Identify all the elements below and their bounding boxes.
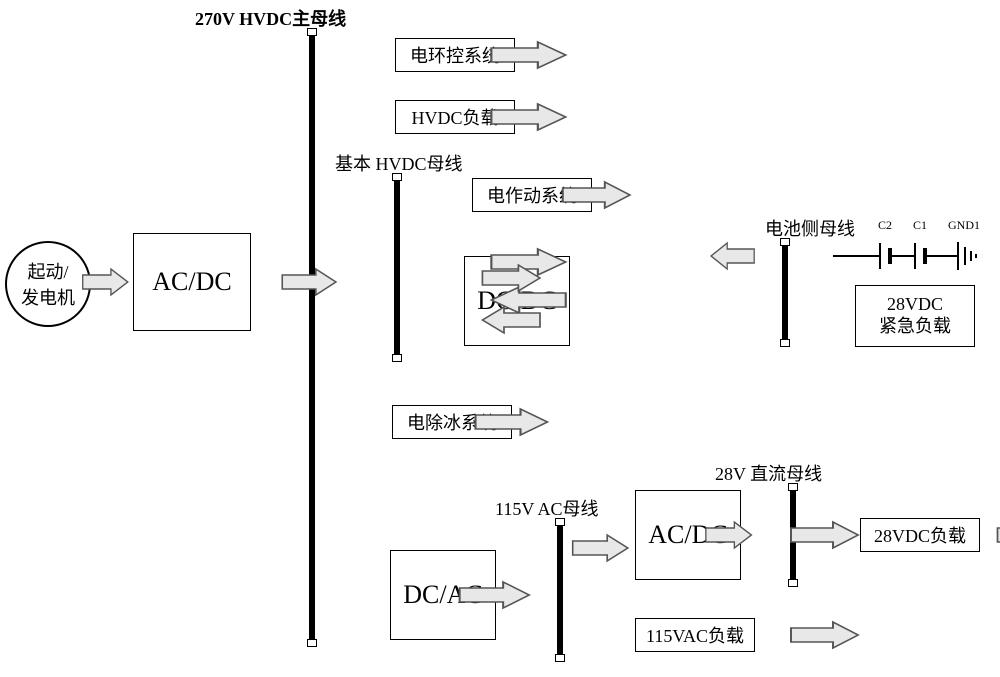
bus28-label: 28V 直流母线 bbox=[715, 460, 822, 486]
hvdcload-label: HVDC负载 bbox=[411, 104, 498, 130]
generator-node: 起动/ 发电机 bbox=[5, 241, 91, 327]
emerg-box: 28VDC 紧急负载 bbox=[855, 285, 975, 347]
eas-label: 电作动系统 bbox=[487, 182, 577, 208]
acdc2-label: AC/DC bbox=[648, 520, 727, 550]
load28-label: 28VDC负载 bbox=[874, 522, 966, 548]
hvdcload-box: HVDC负载 bbox=[395, 100, 515, 134]
acdc1-box: AC/DC bbox=[133, 233, 251, 331]
load28-box: 28VDC负载 bbox=[860, 518, 980, 552]
load115-label: 115VAC负载 bbox=[646, 622, 744, 648]
busbatt-cap-bot bbox=[780, 339, 790, 347]
dcac-label: DC/AC bbox=[403, 580, 482, 610]
dcac-box: DC/AC bbox=[390, 550, 496, 640]
ecs-box: 电环控系统 bbox=[395, 38, 515, 72]
acdc1-label: AC/DC bbox=[152, 267, 231, 297]
gnd-label: GND1 bbox=[948, 218, 980, 233]
emerg-l2: 紧急负载 bbox=[879, 316, 951, 336]
busbasic-cap-bot bbox=[392, 354, 402, 362]
ecs-label: 电环控系统 bbox=[410, 42, 500, 68]
deice-label: 电除冰系统 bbox=[407, 409, 497, 435]
busbatt-label: 电池侧母线 bbox=[765, 215, 855, 241]
bus115 bbox=[557, 525, 563, 655]
bus270-cap-bot bbox=[307, 639, 317, 647]
generator-l1: 起动/ bbox=[27, 262, 68, 282]
bus28 bbox=[790, 490, 796, 580]
diagram-stage: 起动/ 发电机 AC/DC 270V HVDC主母线 电环控系统 HVDC负载 … bbox=[0, 0, 1000, 677]
load115-box: 115VAC负载 bbox=[635, 618, 755, 652]
busbatt bbox=[782, 245, 788, 340]
generator-l2: 发电机 bbox=[21, 288, 75, 308]
bus115-cap-bot bbox=[555, 654, 565, 662]
c2-label: C2 bbox=[878, 218, 892, 233]
deice-box: 电除冰系统 bbox=[392, 405, 512, 439]
busbasic bbox=[394, 180, 400, 355]
emerg-l1: 28VDC bbox=[887, 294, 943, 314]
acdc2-box: AC/DC bbox=[635, 490, 741, 580]
bus115-label: 115V AC母线 bbox=[495, 495, 599, 521]
eas-box: 电作动系统 bbox=[472, 178, 592, 212]
dcdc-box: DC/DC bbox=[464, 256, 570, 346]
dcdc-label: DC/DC bbox=[477, 286, 556, 316]
bus28-cap-bot bbox=[788, 579, 798, 587]
bus270 bbox=[309, 35, 315, 640]
c1-label: C1 bbox=[913, 218, 927, 233]
bus270-label: 270V HVDC主母线 bbox=[195, 5, 346, 31]
